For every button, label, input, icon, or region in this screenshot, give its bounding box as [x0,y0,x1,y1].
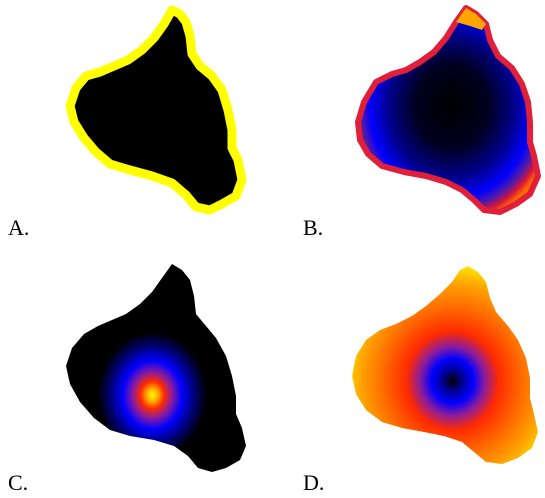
panel-b-tip [456,8,486,30]
panel-d-label: D. [303,470,325,495]
panel-c-label: C. [8,470,29,495]
panel-b-label: B. [303,215,324,240]
panel-d-shape [352,266,538,464]
panel-b-region [355,5,541,215]
panel-a-shape [65,5,247,215]
panel-a-region [65,5,247,215]
panel-a-label: A. [8,215,30,240]
panel-d-region [352,266,538,464]
panel-b-shape [355,5,541,215]
panel-c-region [66,264,246,472]
panel-c-shape [66,264,246,472]
